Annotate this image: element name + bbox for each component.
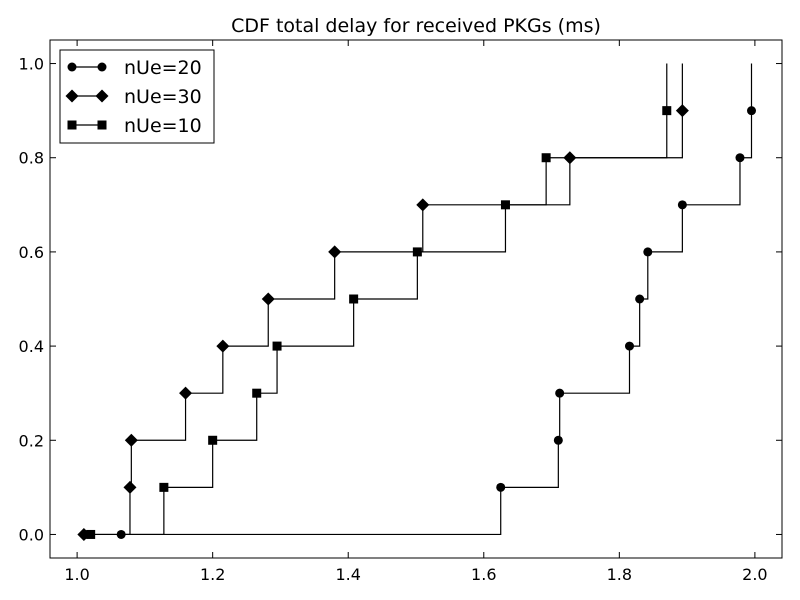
data-point xyxy=(625,341,634,351)
legend: nUe=20 nUe=30 nUe=10 xyxy=(59,49,215,144)
data-point xyxy=(677,200,687,210)
data-point xyxy=(496,482,506,492)
data-point xyxy=(272,341,282,351)
data-point xyxy=(159,482,169,492)
legend-label: nUe=20 xyxy=(124,57,202,79)
data-point xyxy=(208,435,218,445)
series-diamond xyxy=(77,63,689,541)
x-tick-label: 1.4 xyxy=(335,565,360,584)
data-point xyxy=(635,294,645,304)
data-point xyxy=(216,339,230,353)
data-point xyxy=(553,435,563,445)
legend-label: nUe=10 xyxy=(124,115,202,137)
data-point xyxy=(124,433,138,447)
data-point xyxy=(500,200,510,210)
data-point xyxy=(86,529,96,539)
data-point xyxy=(662,106,672,116)
data-point xyxy=(555,388,565,398)
x-tick-label: 1.0 xyxy=(64,565,89,584)
data-point xyxy=(412,247,422,257)
data-point xyxy=(747,106,756,116)
x-tick-label: 1.6 xyxy=(471,565,496,584)
plot-area xyxy=(77,63,756,541)
legend-marker xyxy=(97,62,107,72)
legend-marker xyxy=(67,120,77,130)
plot-frame xyxy=(49,39,783,559)
data-point xyxy=(252,388,262,398)
data-point xyxy=(328,245,342,259)
y-tick-label: 0.4 xyxy=(19,337,44,356)
legend-marker xyxy=(97,120,107,130)
legend-marker xyxy=(67,62,77,72)
y-tick-label: 0.6 xyxy=(19,243,44,262)
series-circle xyxy=(116,63,756,539)
data-point xyxy=(735,153,745,163)
series-line xyxy=(121,63,753,536)
data-point xyxy=(416,198,430,212)
legend-marker xyxy=(65,89,79,103)
data-point xyxy=(675,104,689,118)
y-tick-label: 0.8 xyxy=(19,149,44,168)
data-point xyxy=(643,247,653,257)
x-tick-label: 2.0 xyxy=(742,565,767,584)
series-line xyxy=(90,63,668,536)
series-square xyxy=(86,63,672,539)
data-point xyxy=(349,294,359,304)
data-point xyxy=(179,386,193,400)
y-tick-label: 0.2 xyxy=(19,431,44,450)
y-tick-label: 1.0 xyxy=(19,55,44,74)
data-point xyxy=(261,292,275,306)
legend-label: nUe=30 xyxy=(124,86,202,108)
x-tick-label: 1.2 xyxy=(200,565,225,584)
y-tick-label: 0.0 xyxy=(19,525,44,544)
axes: 1.0 1.2 1.4 1.6 1.8 2.0 0.0 0.2 0.4 0.6 0.8 1.0 xyxy=(19,39,783,584)
legend-marker xyxy=(95,89,109,103)
data-point xyxy=(541,153,551,163)
chart-title: CDF total delay for received PKGs (ms) xyxy=(231,15,601,37)
x-tick-label: 1.8 xyxy=(607,565,632,584)
data-point xyxy=(123,480,137,494)
